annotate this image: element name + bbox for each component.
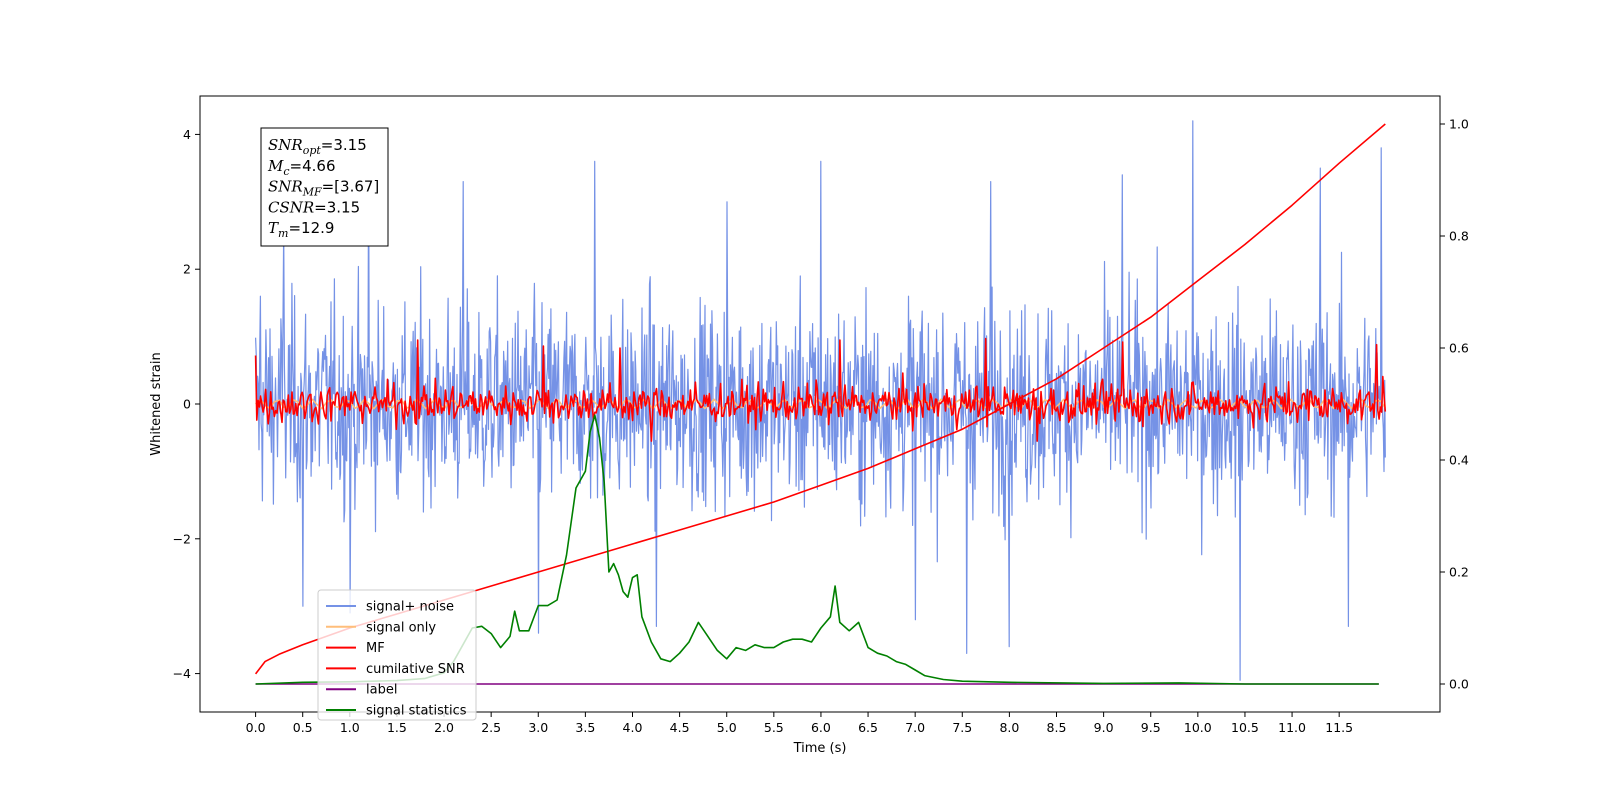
x-tick-label: 6.0 (811, 720, 831, 735)
plot-frame (199, 95, 1441, 713)
x-tick-label: 7.5 (952, 720, 972, 735)
annotation-line: Mc=4.66 (267, 157, 336, 178)
x-tick-label: 0.5 (293, 720, 313, 735)
x-tick-label: 4.0 (623, 720, 643, 735)
x-tick-label: 9.0 (1094, 720, 1114, 735)
x-tick-label: 11.5 (1325, 720, 1353, 735)
y-tick-label: 0 (183, 397, 191, 412)
annotation-line: SNRopt=3.15 (268, 136, 367, 157)
x-axis-label: Time (s) (793, 741, 847, 756)
x-tick-label: 5.5 (764, 720, 784, 735)
x-tick-label: 8.5 (1047, 720, 1067, 735)
x-tick-label: 3.5 (575, 720, 595, 735)
annotation-line: SNRMF=[3.67] (268, 178, 379, 199)
y2-tick-label: 0.0 (1449, 677, 1469, 692)
x-axis: 0.0 0.5 1.0 1.5 2.0 2.5 3.0 3.5 4.0 4.5 5.0 5.5 6.0 6… (246, 712, 1353, 735)
x-tick-label: 6.5 (858, 720, 878, 735)
y-axis-left: −4 −2 0 2 4 (173, 127, 200, 681)
y-tick-label: 4 (183, 127, 191, 142)
y-tick-label: −2 (173, 531, 191, 546)
annotation-line: Tm=12.9 (268, 219, 334, 240)
y-tick-label: 2 (183, 262, 191, 277)
y-tick-label: −4 (173, 666, 191, 681)
x-tick-label: 11.0 (1278, 720, 1306, 735)
x-tick-label: 10.0 (1184, 720, 1212, 735)
series-signal-statistics (255, 414, 1379, 685)
y2-tick-label: 0.8 (1449, 229, 1469, 244)
x-tick-label: 7.0 (905, 720, 925, 735)
y2-tick-label: 0.2 (1449, 565, 1469, 580)
y-axis-label: Whitened strain (149, 352, 164, 455)
x-tick-label: 1.5 (387, 720, 407, 735)
y2-tick-label: 0.4 (1449, 453, 1469, 468)
x-tick-label: 0.0 (246, 720, 266, 735)
x-tick-label: 9.5 (1141, 720, 1161, 735)
legend-label: label (366, 683, 397, 698)
x-tick-label: 1.0 (340, 720, 360, 735)
x-tick-label: 4.5 (670, 720, 690, 735)
x-tick-label: 8.0 (999, 720, 1019, 735)
x-tick-label: 10.5 (1231, 720, 1259, 735)
annotation-frame (260, 127, 389, 247)
legend-label: cumilative SNR (366, 662, 465, 677)
y-axis-right: 0.0 0.2 0.4 0.6 0.8 1.0 (1440, 117, 1469, 692)
x-tick-label: 3.0 (528, 720, 548, 735)
x-tick-label: 2.5 (481, 720, 501, 735)
y2-tick-label: 1.0 (1449, 117, 1469, 132)
legend-frame (317, 589, 477, 721)
legend-label: signal+ noise (366, 600, 454, 615)
y2-tick-label: 0.6 (1449, 341, 1469, 356)
x-tick-label: 2.0 (434, 720, 454, 735)
legend-label: signal statistics (366, 704, 467, 719)
x-tick-label: 5.0 (717, 720, 737, 735)
series-mf (254, 337, 1387, 442)
legend-label: signal only (366, 620, 436, 635)
annotation-line: CSNR=3.15 (268, 198, 360, 216)
legend: signal+ noise signal only MF cumilative SNR… (317, 589, 477, 721)
legend-label: MF (366, 641, 385, 656)
